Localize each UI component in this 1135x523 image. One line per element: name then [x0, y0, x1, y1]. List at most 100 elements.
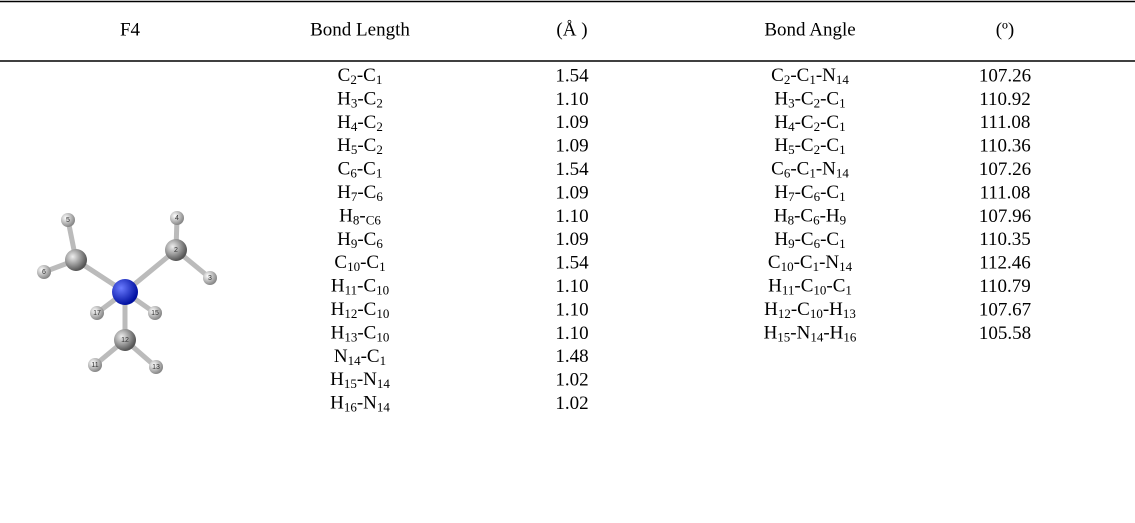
atom: H	[331, 323, 345, 344]
atom: -C	[357, 323, 376, 344]
atom: H	[774, 229, 788, 250]
atom: C	[771, 159, 784, 180]
degree-cell: 110.35	[979, 229, 1031, 250]
degree-cell: 110.92	[979, 89, 1031, 110]
atom: -N	[816, 65, 836, 86]
atom: C	[768, 253, 781, 274]
atom: C	[771, 65, 784, 86]
atom: -H	[823, 323, 843, 344]
header-cell: F4	[120, 19, 141, 40]
subscript: 1	[839, 142, 846, 157]
table-page: 563211131715124 F4Bond Length(Å )Bond An…	[0, 0, 1135, 518]
length-cell: 1.48	[555, 346, 588, 367]
formula-cell: H8-C6	[339, 206, 381, 228]
formula-cell: H8-C6-H9	[774, 206, 846, 228]
atom: -C	[360, 253, 379, 274]
subscript: 2	[376, 95, 383, 110]
subscript: 16	[843, 329, 857, 344]
formula-cell: H13-C10	[331, 323, 390, 345]
subscript: 12	[778, 306, 791, 321]
subscript: 1	[845, 283, 852, 298]
length-cell: 1.09	[555, 136, 588, 157]
atom: N	[334, 346, 348, 367]
atom: -C	[790, 159, 809, 180]
formula-cell: H16-N14	[330, 393, 390, 415]
subscript: 13	[344, 329, 357, 344]
atom: H	[337, 229, 351, 250]
atom: H	[339, 206, 353, 227]
formula-cell: N14-C1	[334, 346, 386, 368]
atom: -N	[357, 393, 377, 414]
length-cell: 1.10	[555, 89, 588, 110]
length-cell: 1.54	[555, 253, 589, 274]
degree-cell: 105.58	[979, 323, 1031, 344]
atom-label: 13	[152, 364, 160, 371]
subscript: 14	[836, 166, 850, 181]
degree-cell: 107.26	[979, 159, 1031, 180]
atom: H	[337, 182, 351, 203]
subscript: 10	[376, 306, 389, 321]
subscript: C6	[366, 212, 382, 227]
atom: H	[764, 323, 778, 344]
subscript: 14	[836, 72, 850, 87]
length-cell: 1.54	[555, 159, 589, 180]
formula-cell: C10-C1-N14	[768, 253, 853, 275]
subscript: 1	[839, 95, 846, 110]
degree-cell: 107.67	[979, 299, 1031, 320]
atom: -C	[795, 182, 814, 203]
subscript: 10	[810, 306, 823, 321]
atom: -C	[795, 112, 814, 133]
atom: -C	[795, 229, 814, 250]
atom: H	[774, 182, 788, 203]
subscript: 1	[376, 166, 383, 181]
formula-cell: H4-C2	[337, 112, 383, 134]
subscript: 1	[839, 189, 846, 204]
formula-cell: H5-C2	[337, 136, 383, 158]
atom: -C	[794, 253, 813, 274]
degree-cell: 111.08	[980, 112, 1031, 133]
atom: -C	[826, 276, 845, 297]
formula-cell: C10-C1	[334, 253, 385, 275]
atom: -N	[357, 370, 377, 391]
atom-label: 17	[93, 310, 101, 317]
subscript: 11	[345, 283, 358, 298]
length-cell: 1.02	[555, 370, 588, 391]
atom: -C	[357, 276, 376, 297]
atom-label: 15	[151, 310, 159, 317]
atom: -C	[820, 229, 839, 250]
subscript: 11	[782, 283, 795, 298]
atom-label: 12	[121, 337, 129, 344]
atom: H	[774, 112, 788, 133]
formula-cell: H3-C2-C1	[774, 89, 845, 111]
atom: -N	[819, 253, 839, 274]
subscript: 1	[380, 353, 387, 368]
degree-cell: 107.26	[979, 65, 1031, 86]
subscript: 1	[379, 259, 386, 274]
atom: H	[330, 370, 344, 391]
formula-cell: C2-C1	[338, 65, 383, 87]
atom-label: 11	[91, 362, 98, 369]
subscript: 2	[376, 142, 383, 157]
atom: -C	[357, 159, 376, 180]
subscript: 14	[377, 400, 391, 415]
atom: -C	[357, 89, 376, 110]
formula-cell: H11-C10	[331, 276, 389, 298]
subscript: 14	[377, 376, 391, 391]
atom: C	[338, 159, 351, 180]
atom: H	[768, 276, 782, 297]
atom: -N	[790, 323, 810, 344]
atom: -C	[357, 112, 376, 133]
subscript: 6	[376, 236, 383, 251]
header-cell: Bond Length	[310, 19, 410, 40]
formula-cell: H7-C6	[337, 182, 383, 204]
subscript: 2	[376, 119, 383, 134]
formula-cell: H12-C10	[331, 299, 390, 321]
subscript: 14	[839, 259, 853, 274]
length-cell: 1.09	[555, 182, 588, 203]
atom: H	[774, 89, 788, 110]
subscript: 13	[843, 306, 856, 321]
formula-cell: H9-C6-C1	[774, 229, 845, 251]
formula-cell: H9-C6	[337, 229, 383, 251]
atom-label: 4	[175, 215, 179, 222]
subscript: 9	[840, 212, 847, 227]
